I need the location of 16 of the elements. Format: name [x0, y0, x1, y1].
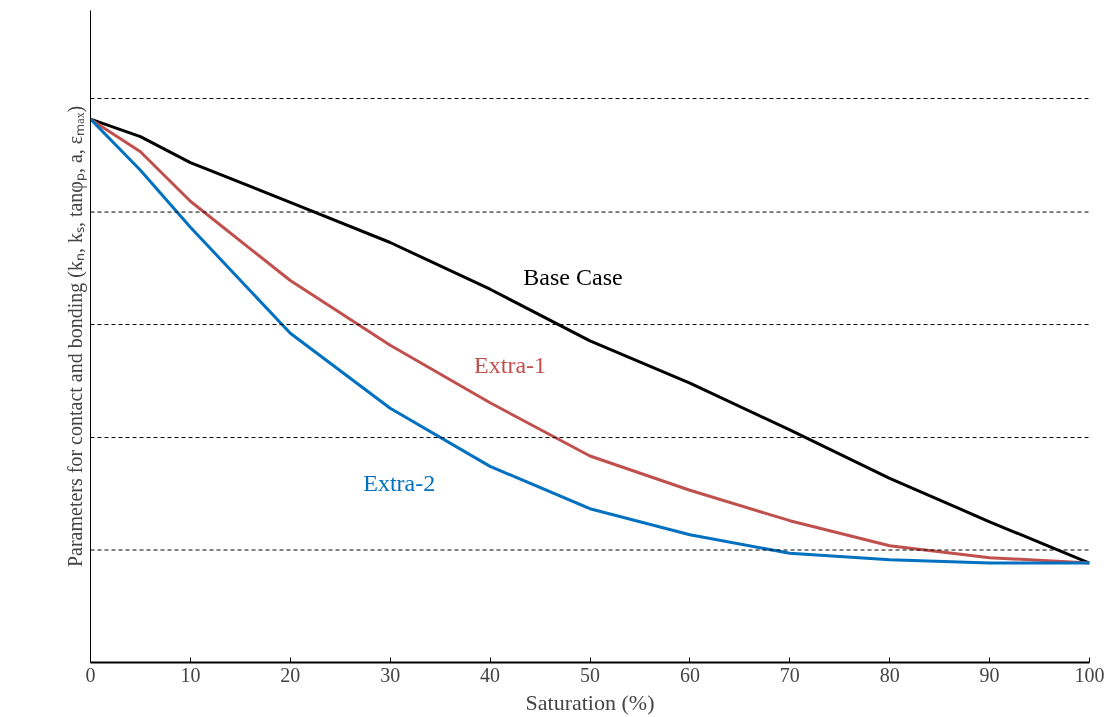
x-tick-label: 50: [580, 663, 600, 686]
x-tick-label: 20: [280, 663, 301, 686]
x-tick-label: 10: [180, 663, 201, 686]
x-tick-label: 40: [480, 663, 501, 686]
x-tick-label: 100: [1074, 663, 1105, 686]
series-label: Extra-1: [474, 351, 547, 378]
x-axis-title: Saturation (%): [525, 689, 655, 715]
x-tick-label: 90: [979, 663, 1000, 686]
x-tick-label: 0: [85, 663, 96, 686]
series-label: Extra-2: [363, 470, 436, 497]
x-tick-label: 60: [679, 663, 700, 686]
x-tick-label: 30: [380, 663, 401, 686]
x-tick-label: 70: [779, 663, 800, 686]
y-axis-title: Parameters for contact and bonding (kₙ, kₛ, tanφₚ, a, εₘₐₓ): [63, 105, 87, 568]
series-label: Base Case: [523, 263, 623, 290]
x-tick-label: 80: [879, 663, 900, 686]
